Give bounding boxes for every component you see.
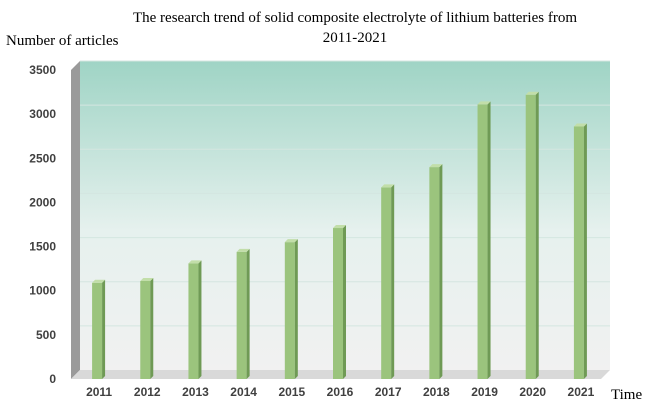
bar-front	[573, 126, 584, 379]
y-axis-title: Number of articles	[6, 33, 119, 49]
bar	[429, 164, 443, 379]
y-tick-label: 500	[36, 328, 56, 342]
bar-front	[333, 228, 343, 379]
y-tick-label: 3000	[29, 107, 56, 121]
bar-side	[391, 184, 395, 379]
chart-title-line-1: The research trend of solid composite el…	[133, 10, 577, 26]
bar-side	[535, 91, 539, 379]
x-tick-label: 2011	[86, 385, 112, 399]
y-axis-tick-labels: 0 500 1000 1500 2000 2500 3000 3500	[29, 63, 56, 386]
bar-side	[198, 260, 202, 379]
bar-top	[140, 278, 154, 282]
x-tick-label: 2012	[134, 385, 161, 399]
x-axis-tick-labels: 2011 2012 2013 2014 2015 2016 2017 2018 2019 2020…	[86, 385, 595, 399]
bar-front	[429, 167, 440, 379]
bar-front	[236, 251, 247, 379]
bar-side	[583, 123, 587, 379]
bar	[92, 279, 106, 379]
y-tick-label: 0	[49, 372, 56, 386]
bar	[333, 225, 346, 379]
bar-front	[188, 263, 199, 379]
chart-title-line-2: 2011-2021	[323, 30, 387, 46]
bar-front	[284, 242, 295, 379]
bar-side	[343, 225, 346, 379]
bar-series	[92, 91, 587, 379]
bar	[381, 184, 395, 379]
x-tick-label: 2020	[519, 385, 546, 399]
bar-top	[573, 123, 587, 127]
bar	[573, 123, 587, 379]
bar	[236, 248, 250, 379]
x-tick-label: 2018	[423, 385, 450, 399]
bar	[140, 278, 154, 379]
x-tick-label: 2014	[230, 385, 257, 399]
bar-top	[525, 91, 539, 95]
x-tick-label: 2016	[327, 385, 354, 399]
bar-front	[92, 282, 103, 379]
bar-front	[477, 104, 488, 379]
bar-side	[102, 279, 106, 379]
bar-top	[92, 279, 106, 283]
bar-top	[236, 248, 250, 252]
x-axis-title: Time	[611, 387, 642, 403]
bar-top	[188, 260, 202, 264]
y-tick-label: 2000	[29, 195, 56, 209]
bar-side	[150, 278, 154, 379]
bar-front	[525, 94, 536, 379]
x-tick-label: 2015	[278, 385, 305, 399]
bar-side	[246, 248, 250, 379]
bar-top	[477, 101, 491, 105]
bar-top	[284, 239, 298, 243]
x-tick-label: 2017	[375, 385, 402, 399]
bar-top	[333, 225, 346, 229]
bar-side	[439, 164, 443, 379]
bar-top	[381, 184, 395, 188]
y-tick-label: 1500	[29, 240, 56, 254]
x-tick-label: 2021	[568, 385, 595, 399]
bar	[284, 239, 298, 379]
plot-side-wall	[71, 61, 80, 379]
bar-side	[294, 239, 298, 379]
bar	[188, 260, 202, 379]
bar	[525, 91, 539, 379]
bar-top	[429, 164, 443, 168]
x-tick-label: 2013	[182, 385, 209, 399]
bar-front	[381, 187, 392, 379]
y-tick-label: 3500	[29, 63, 56, 77]
x-tick-label: 2019	[471, 385, 498, 399]
bar-side	[487, 101, 491, 379]
bar-front	[140, 281, 151, 379]
y-tick-label: 2500	[29, 151, 56, 165]
bar	[477, 101, 491, 379]
y-tick-label: 1000	[29, 284, 56, 298]
